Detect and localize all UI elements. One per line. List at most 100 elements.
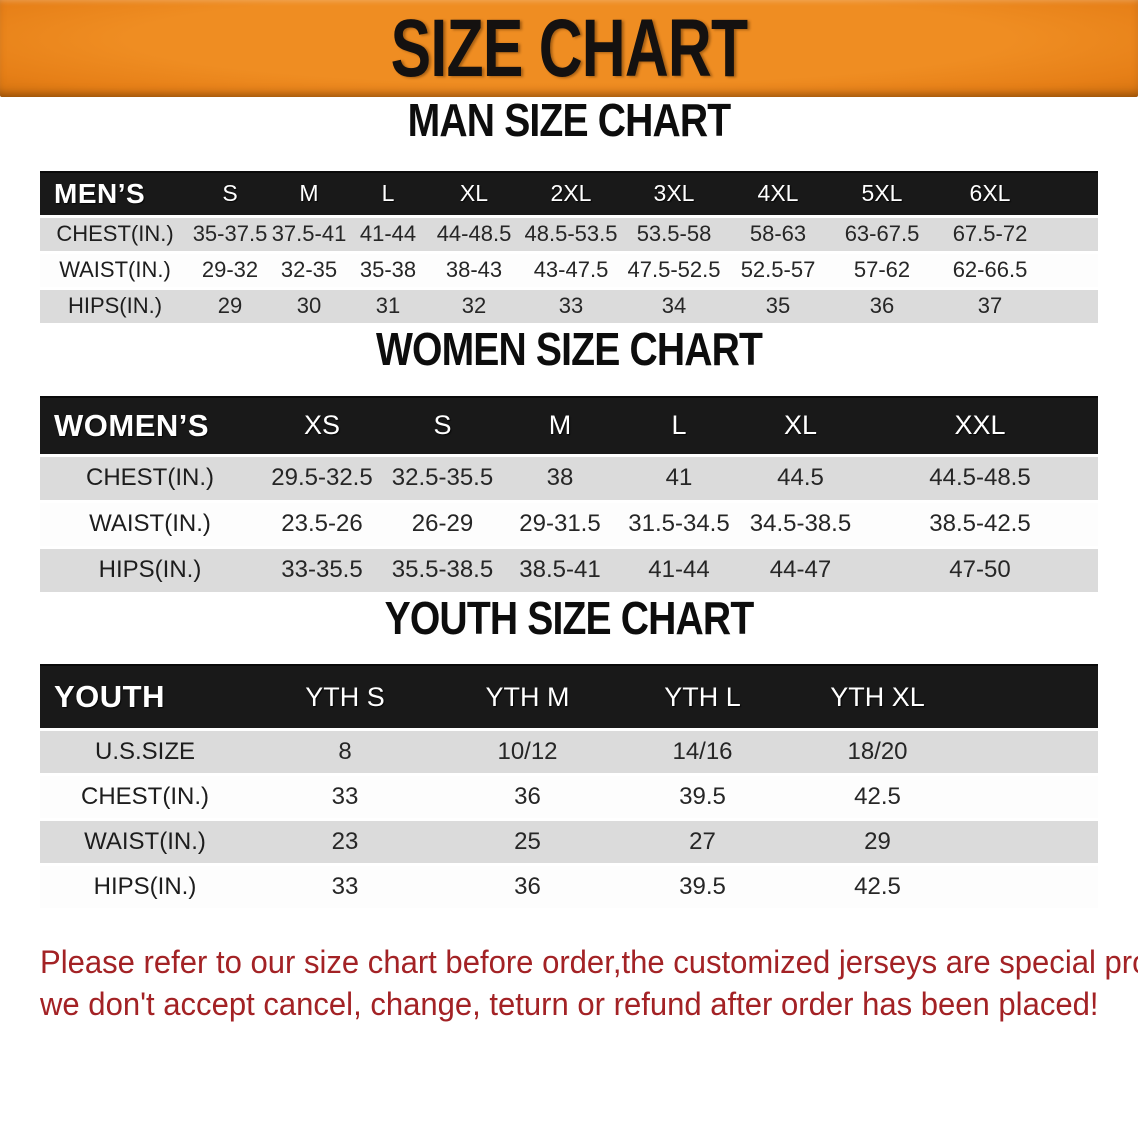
size-value: 26-29 (384, 502, 501, 549)
row-label: WAIST(IN.) (40, 502, 260, 549)
row-label: CHEST(IN.) (40, 776, 250, 822)
row-filler (965, 776, 1098, 822)
size-value: 36 (440, 866, 615, 912)
size-value: 57-62 (830, 253, 934, 290)
size-value: 62-66.5 (934, 253, 1046, 290)
size-value: 38-43 (428, 253, 520, 290)
youth-size-table: YOUTH YTH S YTH M YTH L YTH XL U.S.SIZE 8 10/… (40, 664, 1098, 912)
size-value: 67.5-72 (934, 217, 1046, 254)
size-value: 31.5-34.5 (619, 502, 739, 549)
size-value: 30 (270, 289, 348, 326)
size-value: 53.5-58 (622, 217, 726, 254)
size-column-header: XXL (862, 395, 1098, 457)
measurement-row: U.S.SIZE 8 10/12 14/16 18/20 (40, 731, 1098, 777)
row-filler (965, 866, 1098, 912)
measurement-row: HIPS(IN.) 33 36 39.5 42.5 (40, 866, 1098, 912)
size-value: 42.5 (790, 776, 965, 822)
women-size-table: WOMEN’S XS S M L XL XXL CHEST(IN.) 29.5-32.5 32… (40, 395, 1098, 595)
size-column-header: YTH M (440, 664, 615, 732)
men-header-row: MEN’S S M L XL 2XL 3XL 4XL 5XL 6XL (40, 170, 1098, 218)
size-value: 37 (934, 289, 1046, 326)
measurement-row: CHEST(IN.) 29.5-32.5 32.5-35.5 38 41 44.5 44.5… (40, 456, 1098, 503)
size-column-header: XS (260, 395, 384, 457)
size-column-header: L (348, 170, 428, 218)
size-column-header: XL (739, 395, 862, 457)
row-filler (1046, 253, 1098, 290)
row-filler (1046, 217, 1098, 254)
women-size-section: WOMEN SIZE CHART WOMEN’S XS S M L XL XXL CHES… (0, 322, 1138, 595)
size-value: 29 (190, 289, 270, 326)
size-column-header: M (270, 170, 348, 218)
measurement-row: CHEST(IN.) 33 36 39.5 42.5 (40, 776, 1098, 822)
measurement-row: WAIST(IN.) 23 25 27 29 (40, 821, 1098, 867)
size-column-header: S (384, 395, 501, 457)
size-value: 48.5-53.5 (520, 217, 622, 254)
size-value: 35 (726, 289, 830, 326)
size-value: 34 (622, 289, 726, 326)
size-value: 23.5-26 (260, 502, 384, 549)
size-column-header: YTH S (250, 664, 440, 732)
disclaimer-line-1: Please refer to our size chart before or… (40, 944, 1138, 981)
women-header-row: WOMEN’S XS S M L XL XXL (40, 395, 1098, 457)
measurement-row: WAIST(IN.) 29-32 32-35 35-38 38-43 43-47.5 47.… (40, 253, 1098, 290)
size-value: 29-32 (190, 253, 270, 290)
women-header-label: WOMEN’S (40, 395, 260, 457)
size-value: 32 (428, 289, 520, 326)
size-value: 39.5 (615, 776, 790, 822)
size-value: 31 (348, 289, 428, 326)
banner-title: SIZE CHART (390, 2, 748, 94)
size-column-header: 4XL (726, 170, 830, 218)
size-value: 44.5-48.5 (862, 456, 1098, 503)
size-value: 37.5-41 (270, 217, 348, 254)
size-value: 23 (250, 821, 440, 867)
size-value: 29.5-32.5 (260, 456, 384, 503)
size-column-header: S (190, 170, 270, 218)
size-value: 52.5-57 (726, 253, 830, 290)
men-size-section: MAN SIZE CHART MEN’S S M L XL 2XL 3XL 4XL 5XL 6X… (0, 94, 1138, 326)
size-value: 33 (250, 866, 440, 912)
size-value: 32.5-35.5 (384, 456, 501, 503)
size-column-header: YTH XL (790, 664, 965, 732)
size-value: 41-44 (619, 548, 739, 595)
size-value: 33 (520, 289, 622, 326)
header-filler (965, 664, 1098, 732)
measurement-row: WAIST(IN.) 23.5-26 26-29 29-31.5 31.5-34.5 34… (40, 502, 1098, 549)
size-value: 18/20 (790, 731, 965, 777)
size-value: 47-50 (862, 548, 1098, 595)
header-filler (1046, 170, 1098, 218)
men-size-table: MEN’S S M L XL 2XL 3XL 4XL 5XL 6XL CHEST(IN.) 35-… (40, 170, 1098, 326)
measurement-row: HIPS(IN.) 29 30 31 32 33 34 35 36 37 (40, 289, 1098, 326)
size-value: 35-38 (348, 253, 428, 290)
size-column-header: 6XL (934, 170, 1046, 218)
size-value: 44-48.5 (428, 217, 520, 254)
row-filler (965, 821, 1098, 867)
size-value: 43-47.5 (520, 253, 622, 290)
men-header-label: MEN’S (40, 170, 190, 218)
size-value: 41 (619, 456, 739, 503)
youth-header-row: YOUTH YTH S YTH M YTH L YTH XL (40, 664, 1098, 732)
women-section-title: WOMEN SIZE CHART (375, 322, 763, 375)
size-value: 29 (790, 821, 965, 867)
size-value: 36 (440, 776, 615, 822)
row-label: U.S.SIZE (40, 731, 250, 777)
size-column-header: XL (428, 170, 520, 218)
row-label: CHEST(IN.) (40, 217, 190, 254)
row-filler (1046, 289, 1098, 326)
size-column-header: L (619, 395, 739, 457)
size-value: 44-47 (739, 548, 862, 595)
measurement-row: CHEST(IN.) 35-37.5 37.5-41 41-44 44-48.5 48.5… (40, 217, 1098, 254)
size-value: 36 (830, 289, 934, 326)
size-value: 41-44 (348, 217, 428, 254)
size-value: 29-31.5 (501, 502, 619, 549)
row-label: CHEST(IN.) (40, 456, 260, 503)
size-column-header: 5XL (830, 170, 934, 218)
youth-section-title: YOUTH SIZE CHART (384, 591, 755, 644)
size-value: 58-63 (726, 217, 830, 254)
size-value: 42.5 (790, 866, 965, 912)
youth-size-section: YOUTH SIZE CHART YOUTH YTH S YTH M YTH L YT… (0, 591, 1138, 912)
size-value: 8 (250, 731, 440, 777)
size-value: 44.5 (739, 456, 862, 503)
measurement-row: HIPS(IN.) 33-35.5 35.5-38.5 38.5-41 41-44 44-… (40, 548, 1098, 595)
size-value: 33 (250, 776, 440, 822)
men-section-title: MAN SIZE CHART (407, 94, 731, 146)
